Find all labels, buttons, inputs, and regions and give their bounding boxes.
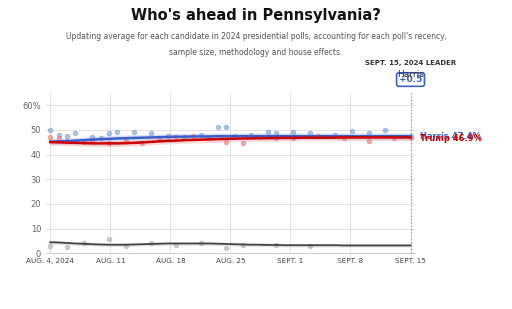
Point xyxy=(264,130,272,135)
Point xyxy=(63,138,71,143)
Point xyxy=(205,136,214,141)
Text: Trump 46.9%: Trump 46.9% xyxy=(420,134,482,143)
Point xyxy=(222,124,230,129)
Point xyxy=(163,133,172,138)
Point xyxy=(381,127,390,132)
Point xyxy=(365,131,373,136)
Point xyxy=(390,136,398,141)
Point xyxy=(113,130,121,135)
Point xyxy=(80,140,88,145)
Point xyxy=(239,141,247,146)
Point xyxy=(289,136,297,141)
Point xyxy=(365,138,373,143)
Point xyxy=(147,131,155,136)
Point xyxy=(197,241,205,246)
Text: Who's ahead in Pennsylvania?: Who's ahead in Pennsylvania? xyxy=(131,8,381,23)
Text: Updating average for each candidate in 2024 presidential polls, accounting for e: Updating average for each candidate in 2… xyxy=(66,32,446,41)
Text: SEPT. 15, 2024 LEADER: SEPT. 15, 2024 LEADER xyxy=(365,61,456,66)
Point xyxy=(239,242,247,247)
Point xyxy=(272,136,281,141)
Point xyxy=(339,136,348,141)
Text: sample size, methodology and house effects.: sample size, methodology and house effec… xyxy=(169,48,343,57)
Point xyxy=(121,243,130,248)
Point xyxy=(172,135,180,140)
Point xyxy=(172,242,180,247)
Point xyxy=(46,127,54,132)
Point xyxy=(247,132,255,137)
Point xyxy=(46,135,54,140)
Point xyxy=(331,132,339,137)
Point xyxy=(105,141,113,146)
Point xyxy=(96,136,104,141)
Text: +0.5: +0.5 xyxy=(399,75,422,84)
Point xyxy=(255,135,264,140)
Point xyxy=(306,243,314,248)
Point xyxy=(348,129,356,133)
Point xyxy=(272,242,281,247)
Point xyxy=(105,236,113,241)
Point xyxy=(80,241,88,246)
Point xyxy=(55,132,63,137)
Point xyxy=(222,140,230,145)
Point xyxy=(306,131,314,136)
Point xyxy=(230,133,239,138)
Point xyxy=(188,133,197,138)
Point xyxy=(55,136,63,141)
Point xyxy=(130,130,138,135)
Point xyxy=(180,135,188,140)
Point xyxy=(105,131,113,136)
Point xyxy=(289,130,297,135)
Point xyxy=(155,136,163,141)
Point xyxy=(272,131,281,136)
Text: Harris 47.4%: Harris 47.4% xyxy=(420,132,481,141)
Point xyxy=(88,137,96,142)
Point xyxy=(407,133,415,138)
Point xyxy=(63,133,71,138)
Point xyxy=(197,132,205,137)
Point xyxy=(121,138,130,143)
Point xyxy=(222,246,230,251)
Point xyxy=(214,125,222,130)
Point xyxy=(71,131,79,136)
Point xyxy=(407,136,415,141)
Point xyxy=(46,243,54,248)
Text: Harris: Harris xyxy=(397,70,424,79)
Point xyxy=(147,241,155,246)
Point xyxy=(88,135,96,140)
Point xyxy=(314,133,323,138)
Point xyxy=(63,245,71,250)
Point xyxy=(138,141,146,146)
